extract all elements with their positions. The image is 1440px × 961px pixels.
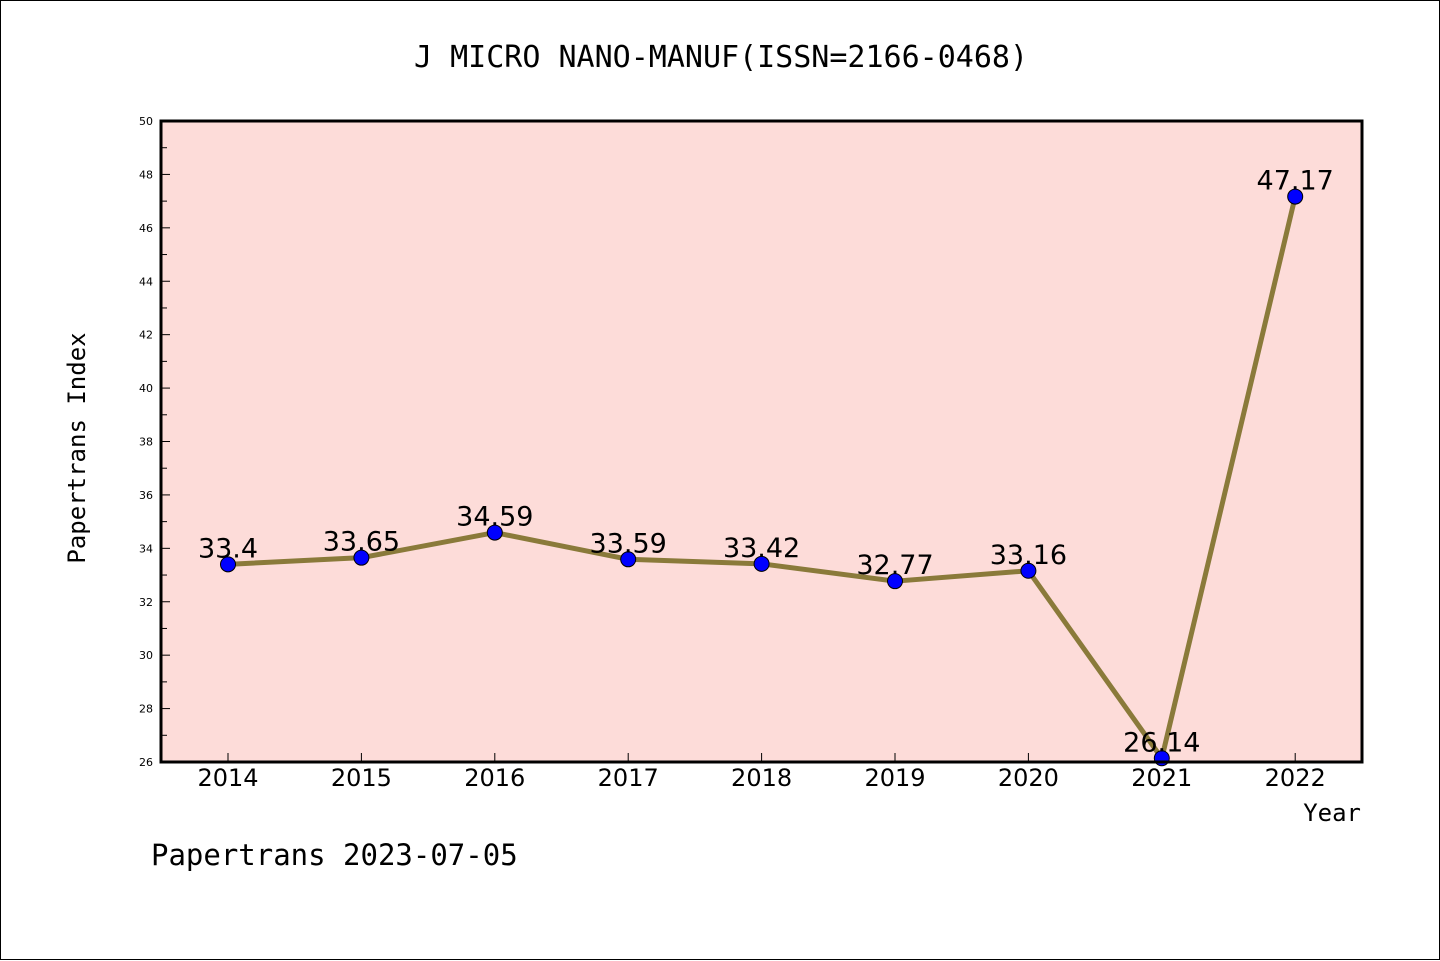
y-tick-label: 50	[139, 115, 153, 128]
data-label: 32.77	[856, 550, 933, 581]
y-tick-label: 34	[139, 542, 153, 555]
data-point	[620, 551, 637, 568]
data-label: 33.4	[198, 533, 258, 564]
data-label: 33.16	[990, 540, 1067, 571]
y-tick-label: 38	[139, 436, 153, 449]
data-label: 26.14	[1123, 727, 1200, 758]
data-point	[887, 573, 903, 590]
y-tick-label: 46	[139, 222, 153, 235]
y-tick-label: 42	[139, 329, 153, 342]
y-tick-label: 32	[139, 596, 153, 609]
x-tick-label: 2015	[331, 764, 392, 792]
data-label: 47.17	[1257, 166, 1334, 197]
data-point	[1287, 188, 1304, 205]
data-label: 33.42	[723, 533, 800, 564]
y-tick-label: 44	[139, 275, 153, 288]
y-axis: 26 28 30 32 34 36 38 40 42 44 46 48 50	[139, 115, 170, 769]
data-point	[753, 555, 770, 572]
x-tick-label: 2018	[731, 764, 792, 792]
y-axis-label: Papertrans Index	[63, 332, 91, 563]
data-point	[220, 556, 236, 573]
x-axis: 2014 2015 2016 2017 2018 2019 2020 2021 2022	[197, 753, 1326, 792]
data-point	[353, 549, 370, 566]
data-label: 34.59	[456, 502, 533, 533]
x-tick-label: 2020	[998, 764, 1059, 792]
x-tick-label: 2021	[1131, 764, 1192, 792]
y-tick-label: 36	[139, 489, 153, 502]
x-axis-label: Year	[1303, 799, 1361, 827]
plot-frame	[159, 119, 1364, 764]
x-tick-label: 2014	[197, 764, 258, 792]
x-tick-label: 2017	[598, 764, 659, 792]
y-tick-label: 28	[139, 703, 153, 716]
x-tick-label: 2019	[864, 764, 925, 792]
chart-title: J MICRO NANO-MANUF(ISSN=2166-0468)	[414, 40, 1028, 75]
plot-area	[161, 121, 1362, 762]
footer-credit: Papertrans 2023-07-05	[151, 838, 518, 872]
data-label: 33.59	[590, 528, 667, 559]
y-tick-label: 48	[139, 168, 153, 181]
y-tick-label: 30	[139, 649, 153, 662]
x-tick-label: 2022	[1265, 764, 1326, 792]
y-tick-label: 40	[139, 382, 153, 395]
data-point	[486, 524, 503, 541]
y-tick-label: 26	[139, 756, 153, 769]
data-labels: 33.4 33.65 34.59 33.59 33.42 32.77 33.16 26.14 4…	[198, 166, 1334, 759]
x-tick-label: 2016	[464, 764, 525, 792]
data-label: 33.65	[323, 527, 400, 558]
data-point	[1020, 562, 1037, 579]
